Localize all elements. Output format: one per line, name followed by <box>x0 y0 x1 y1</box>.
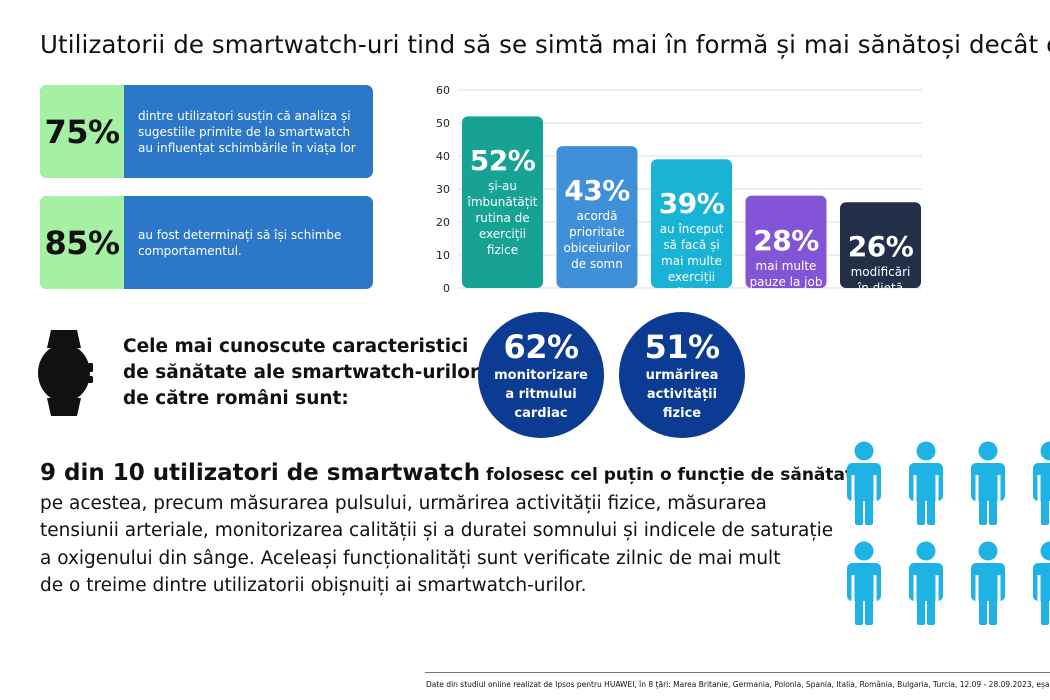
bar-category-label: prioritate <box>569 225 625 240</box>
bar-value-label: 26% <box>847 230 914 264</box>
bar-label: 28% mai multe pauze la job <box>746 224 827 290</box>
y-tick-label: 50 <box>436 117 450 130</box>
bar-category-label: au început <box>659 222 724 237</box>
stat-card-75: 75% dintre utilizatori susțin că analiza… <box>40 85 373 178</box>
y-tick-label: 40 <box>436 150 450 163</box>
bar-category-label: acordă <box>576 209 618 224</box>
bar <box>462 116 543 289</box>
bar <box>745 195 827 288</box>
stat-card-85: 85% au fost determinați să își schimbe c… <box>40 196 373 289</box>
stat-value: 75% <box>40 85 124 178</box>
bar-value-label: 39% <box>658 187 725 221</box>
person-icon <box>1033 541 1050 625</box>
paragraph-lead-big: 9 din 10 utilizatori de smartwatch <box>40 460 481 486</box>
person-icon <box>909 541 943 625</box>
footnote-divider <box>425 672 1050 673</box>
page-title: Utilizatorii de smartwatch-uri tind să s… <box>40 30 1050 59</box>
bar-category-label: mai multe <box>661 254 722 269</box>
person-icon <box>847 441 881 525</box>
paragraph-line: de o treime dintre utilizatorii obișnuiț… <box>40 575 587 596</box>
bar-category-label: îmbunătățit <box>467 195 538 210</box>
feature-label-line: fizice <box>662 405 702 421</box>
y-tick-label: 20 <box>436 216 450 229</box>
bar-value-label: 28% <box>753 223 819 257</box>
bar-category-label: exerciții <box>478 227 527 242</box>
bar <box>651 159 732 288</box>
y-tick-label: 60 <box>436 84 450 97</box>
bar-chart: 0 10 20 30 40 50 60 <box>436 84 922 295</box>
footnote: Date din studiul online realizat de Ipso… <box>426 680 1050 689</box>
bar-label: 43% acordă prioritate obiceiurilor de somn <box>557 174 638 272</box>
person-icon <box>1033 441 1050 525</box>
person-icon <box>909 441 943 525</box>
bar-label: 39% au început să facă și mai multe exerciți… <box>651 187 732 301</box>
paragraph-lead-rest: folosesc cel puțin o funcție de sănătate <box>480 465 865 485</box>
features-line: Cele mai cunoscute caracteristici <box>123 336 469 357</box>
paragraph-line: pe acestea, precum măsurarea pulsului, u… <box>40 492 767 514</box>
bar-category-label: de somn <box>571 257 623 272</box>
features-line: de sănătate ale smartwatch-urilor <box>123 362 480 383</box>
bar <box>840 202 921 288</box>
features-line: de către români sunt: <box>123 388 349 409</box>
feature-label-line: activității <box>646 386 718 402</box>
bar-category-label: pauze la job <box>749 274 823 289</box>
stat-text: au fost determinați să își schimbe compo… <box>138 227 342 258</box>
person-icon <box>971 441 1005 525</box>
bar-category-label: mai multe <box>755 258 817 273</box>
y-tick-label: 30 <box>436 183 450 196</box>
y-tick-label: 0 <box>443 282 450 295</box>
bar-category-label: fizice <box>486 243 519 258</box>
bar-value-label: 52% <box>469 144 536 178</box>
bar <box>556 146 638 288</box>
feature-label-line: urmărirea <box>645 367 719 383</box>
feature-circle-heart-rate: 62% monitorizare a ritmului cardiac <box>478 312 604 438</box>
y-tick-label: 10 <box>436 249 450 262</box>
paragraph-line: tensiunii arteriale, monitorizarea calit… <box>40 520 834 541</box>
bar-category-label: obiceiurilor <box>563 241 631 256</box>
feature-label-line: cardiac <box>514 405 568 421</box>
bar-label: 26% modificări în dietă <box>840 230 921 296</box>
stat-text: dintre utilizatori susțin că analiza și … <box>138 108 356 155</box>
feature-value: 62% <box>503 327 579 366</box>
bar-category-label: rutina de <box>475 211 530 226</box>
bar-category-label: exerciții <box>667 270 716 285</box>
bar-category-label: fizice <box>675 286 708 301</box>
person-icon <box>847 541 881 625</box>
smartwatch-icon <box>38 330 93 416</box>
feature-value: 51% <box>644 327 720 366</box>
stat-value: 85% <box>40 196 124 289</box>
bar-category-label: și-au <box>488 179 517 194</box>
paragraph-line: a oxigenului din sânge. Aceleași funcțio… <box>40 547 781 569</box>
feature-label-line: monitorizare <box>494 367 588 383</box>
bar-category-label: să facă și <box>663 238 720 253</box>
bar-category-label: modificări <box>850 265 911 280</box>
bar-value-label: 43% <box>564 174 630 208</box>
summary-paragraph: 9 din 10 utilizatori de smartwatch folos… <box>40 460 865 600</box>
features-intro: Cele mai cunoscute caracteristici de săn… <box>123 334 479 412</box>
feature-label-line: a ritmului <box>505 386 577 402</box>
person-icon <box>971 541 1005 625</box>
feature-circle-activity: 51% urmărirea activității fizice <box>619 312 745 438</box>
bar-label: 52% și-au îmbunătățit rutina de exerciții fiz… <box>462 144 543 258</box>
bar-category-label: în dietă <box>857 281 904 296</box>
